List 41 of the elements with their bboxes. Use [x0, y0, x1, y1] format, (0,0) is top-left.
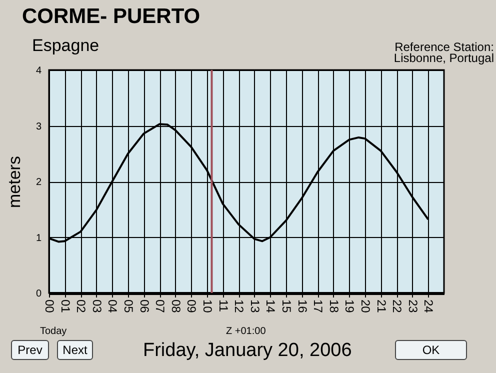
x-tick-label: 21 — [374, 300, 388, 314]
x-tick-label: 19 — [342, 300, 357, 314]
x-tick-label: 24 — [422, 300, 436, 314]
text: Z +01:00 — [226, 326, 266, 337]
button[interactable]: OK — [395, 340, 467, 360]
x-tick-label: 18 — [326, 300, 341, 314]
chart-title: CORME- PUERTO — [22, 5, 200, 29]
y-tick-label: 2 — [36, 177, 42, 188]
y-axis-title: meters — [4, 156, 24, 208]
y-tick-label: 1 — [36, 232, 42, 244]
button[interactable]: Next — [57, 340, 93, 360]
text: Friday, January 20, 2006 — [143, 340, 352, 362]
x-tick-label: 12 — [232, 300, 246, 314]
text: Lisbonne, Portugal — [394, 51, 494, 65]
chart-subtitle: Espagne — [32, 36, 100, 56]
x-tick-label: 13 — [248, 300, 262, 314]
text: Reference Station: — [394, 40, 494, 54]
x-tick-label: 20 — [358, 300, 372, 314]
x-tick-label: 04 — [106, 300, 120, 314]
x-tick-label: 09 — [184, 300, 199, 314]
text: Today — [40, 326, 67, 337]
x-tick-label: 00 — [42, 300, 56, 314]
y-tick-label: 3 — [36, 121, 42, 132]
x-tick-label: 07 — [153, 300, 168, 314]
x-tick-label: 01 — [58, 300, 72, 314]
x-tick-label: 15 — [280, 300, 294, 314]
x-tick-label: 08 — [168, 300, 183, 314]
y-tick-label: 4 — [36, 66, 42, 76]
x-tick-label: 03 — [90, 300, 104, 314]
x-tick-label: 11 — [216, 300, 230, 312]
x-tick-label: 06 — [137, 300, 152, 314]
x-tick-label: 22 — [390, 300, 404, 314]
x-tick-label: 17 — [311, 300, 326, 314]
x-tick-label: 23 — [406, 300, 420, 314]
x-tick-label: 16 — [295, 300, 310, 314]
button[interactable]: Prev — [11, 340, 49, 360]
x-tick-label: 05 — [122, 300, 136, 314]
x-tick-label: 14 — [264, 300, 278, 314]
x-tick-label: 02 — [74, 300, 88, 314]
y-tick-label: 0 — [36, 288, 42, 300]
x-tick-label: 10 — [200, 300, 214, 314]
